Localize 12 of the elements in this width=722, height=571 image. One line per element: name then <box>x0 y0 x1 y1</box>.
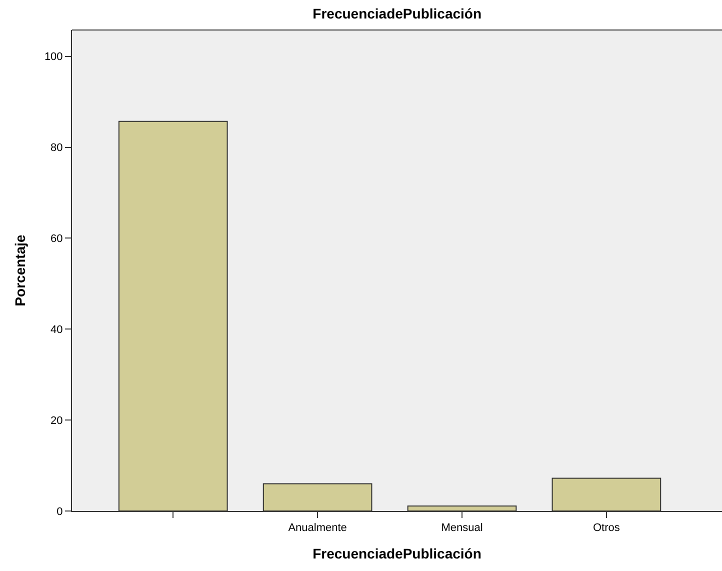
y-tick-label: 40 <box>50 324 63 336</box>
chart-title: FrecuenciadePublicación <box>312 5 482 22</box>
x-tick-label: Otros <box>592 522 620 534</box>
y-tick-label: 60 <box>50 233 63 246</box>
y-tick-label: 20 <box>50 414 63 427</box>
x-tick-label: Anualmente <box>288 522 347 534</box>
x-tick-label: Mensual <box>441 522 483 534</box>
y-tick-label: 0 <box>56 506 63 518</box>
x-axis-title: FrecuenciadePublicación <box>312 546 482 562</box>
y-tick-label: 100 <box>44 51 63 64</box>
y-tick-label: 80 <box>50 142 63 154</box>
y-axis-title: Porcentaje <box>12 234 28 306</box>
